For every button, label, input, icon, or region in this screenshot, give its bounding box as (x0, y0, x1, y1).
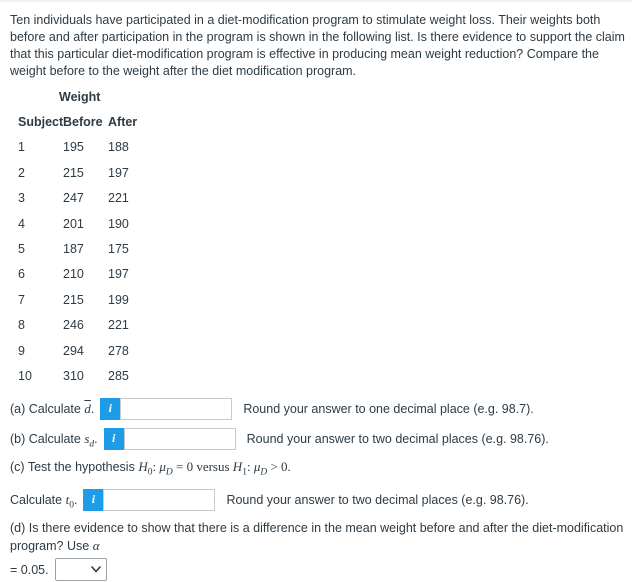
answer-input-t0[interactable] (103, 488, 216, 511)
rounding-hint-t0: Round your answer to two decimal places … (226, 492, 529, 507)
before-cell: 215 (63, 165, 84, 180)
table-row: 7 215 199 (18, 287, 624, 312)
alpha-symbol: α (92, 537, 100, 553)
subject-cell: 4 (18, 216, 25, 231)
d-bar-symbol: d (84, 400, 91, 416)
subject-cell: 5 (18, 242, 25, 257)
table-group-header: Weight (59, 89, 101, 104)
period: . (94, 431, 98, 446)
after-cell: 285 (108, 368, 129, 383)
table-row: 4 201 190 (18, 211, 624, 236)
subject-cell: 8 (18, 318, 25, 333)
before-cell: 201 (63, 216, 84, 231)
evidence-select-wrap (54, 558, 107, 582)
question-intro-text: Ten individuals have participated in a d… (10, 13, 625, 78)
table-row: 6 210 197 (18, 262, 624, 287)
alpha-value-text: = 0.05. (10, 562, 49, 577)
subject-cell: 7 (18, 292, 25, 307)
subject-cell: 10 (18, 368, 32, 383)
before-cell: 187 (63, 242, 84, 257)
after-cell: 197 (108, 165, 129, 180)
before-cell: 246 (63, 318, 84, 333)
table-header-row: Subject Before After (18, 109, 624, 134)
table-row: 1 195 188 (18, 135, 624, 160)
question-t0-row: Calculate t0. i Round your answer to two… (10, 488, 624, 511)
period: . (73, 492, 78, 507)
before-cell: 215 (63, 292, 84, 307)
before-cell: 247 (63, 191, 84, 206)
table-row: 10 310 285 (18, 363, 624, 388)
before-cell: 195 (63, 140, 84, 155)
subject-cell: 1 (18, 140, 25, 155)
column-header-after: After (108, 115, 138, 130)
after-cell: 188 (108, 140, 129, 155)
evidence-select[interactable] (54, 558, 107, 582)
weights-table: Weight Subject Before After 1 195 188 2 … (18, 84, 624, 389)
question-d-line: (d) Is there evidence to show that there… (10, 520, 630, 555)
question-d-text: (d) Is there evidence to show that there… (10, 520, 624, 553)
before-cell: 210 (63, 267, 84, 282)
question-b-label: (b) Calculate sd. (10, 430, 98, 450)
question-t0-label: Calculate t0. (10, 491, 78, 511)
after-cell: 221 (108, 318, 129, 333)
after-cell: 278 (108, 343, 129, 358)
column-header-before: Before (63, 115, 103, 130)
table-group-header-row: Weight (18, 84, 624, 109)
question-a-text: (a) Calculate (10, 401, 85, 416)
before-cell: 294 (63, 343, 84, 358)
question-c-line: (c) Test the hypothesis H0: μD = 0 versu… (10, 458, 624, 478)
table-row: 5 187 175 (18, 236, 624, 261)
after-cell: 221 (108, 191, 129, 206)
subject-cell: 2 (18, 165, 25, 180)
table-row: 2 215 197 (18, 160, 624, 185)
hypothesis-formula: H0: μD = 0 versus H1: μD > 0. (138, 458, 291, 478)
subject-cell: 9 (18, 343, 25, 358)
question-a-label: (a) Calculate d. (10, 401, 94, 417)
period: . (90, 401, 95, 416)
question-a-row: (a) Calculate d. i Round your answer to … (10, 397, 624, 420)
question-t0-text: Calculate (10, 492, 66, 507)
subject-cell: 3 (18, 191, 25, 206)
info-button-t0[interactable]: i (83, 488, 104, 511)
question-c-text: (c) Test the hypothesis (10, 459, 139, 474)
subject-cell: 6 (18, 267, 25, 282)
table-row: 3 247 221 (18, 186, 624, 211)
answer-input-a[interactable] (120, 397, 233, 420)
question-b-row: (b) Calculate sd. i Round your answer to… (10, 427, 624, 450)
after-cell: 197 (108, 267, 129, 282)
alpha-value-row: = 0.05. (10, 558, 624, 582)
rounding-hint-b: Round your answer to two decimal places … (246, 431, 549, 446)
t0-symbol: t0 (65, 491, 74, 511)
s-d-symbol: sd (84, 430, 95, 450)
before-cell: 310 (63, 368, 84, 383)
after-cell: 190 (108, 216, 129, 231)
column-header-subject: Subject (18, 115, 64, 130)
table-row: 9 294 278 (18, 338, 624, 363)
info-button-b[interactable]: i (103, 427, 124, 450)
info-button-a[interactable]: i (100, 397, 121, 420)
rounding-hint-a: Round your answer to one decimal place (… (243, 401, 534, 416)
answers-section: (a) Calculate d. i Round your answer to … (10, 397, 624, 582)
table-row: 8 246 221 (18, 313, 624, 338)
answer-input-b[interactable] (123, 427, 236, 450)
after-cell: 175 (108, 242, 129, 257)
question-b-text: (b) Calculate (10, 431, 85, 446)
after-cell: 199 (108, 292, 129, 307)
